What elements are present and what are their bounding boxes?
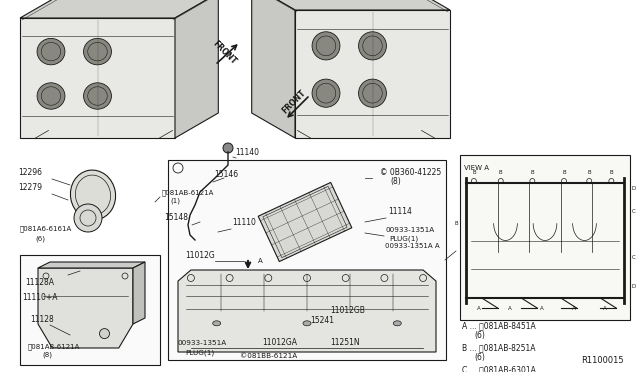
Text: 11128A: 11128A xyxy=(25,278,54,287)
Text: B: B xyxy=(588,170,591,175)
Ellipse shape xyxy=(394,321,401,326)
Ellipse shape xyxy=(37,83,65,109)
Text: D: D xyxy=(632,284,636,289)
Text: (6): (6) xyxy=(474,353,485,362)
Text: 11110+A: 11110+A xyxy=(22,293,58,302)
Text: 15146: 15146 xyxy=(214,170,238,179)
Ellipse shape xyxy=(84,38,111,65)
Text: A ... Ⓑ081AB-8451A: A ... Ⓑ081AB-8451A xyxy=(462,321,536,330)
Text: 12279: 12279 xyxy=(18,183,42,192)
Text: VIEW A: VIEW A xyxy=(464,165,489,171)
Polygon shape xyxy=(178,270,436,352)
Text: B: B xyxy=(454,221,458,226)
Text: 11114: 11114 xyxy=(388,207,412,216)
Text: Ⓑ081AB-6121A: Ⓑ081AB-6121A xyxy=(28,343,81,350)
Text: FRONT: FRONT xyxy=(280,89,308,116)
Polygon shape xyxy=(175,0,218,138)
Text: C: C xyxy=(632,209,636,214)
Ellipse shape xyxy=(358,32,387,60)
Polygon shape xyxy=(38,262,145,268)
Circle shape xyxy=(74,204,102,232)
Polygon shape xyxy=(133,262,145,324)
Text: FRONT: FRONT xyxy=(211,39,237,67)
Text: 00933-1351A A: 00933-1351A A xyxy=(385,243,440,249)
Text: 11140: 11140 xyxy=(235,148,259,157)
Ellipse shape xyxy=(212,321,221,326)
Text: A: A xyxy=(508,306,512,311)
Text: B ... Ⓑ081AB-8251A: B ... Ⓑ081AB-8251A xyxy=(462,343,536,352)
Text: (6): (6) xyxy=(474,331,485,340)
Polygon shape xyxy=(20,18,175,138)
Text: ©081BB-6121A: ©081BB-6121A xyxy=(240,353,297,359)
Text: 12296: 12296 xyxy=(18,168,42,177)
Circle shape xyxy=(99,328,109,339)
Polygon shape xyxy=(38,268,133,348)
Text: 11110: 11110 xyxy=(232,218,256,227)
Ellipse shape xyxy=(70,170,116,220)
Text: C: C xyxy=(632,255,636,260)
Text: 11012GA: 11012GA xyxy=(262,338,297,347)
Polygon shape xyxy=(20,0,218,18)
Text: R1100015: R1100015 xyxy=(581,356,624,365)
Ellipse shape xyxy=(358,79,387,107)
FancyBboxPatch shape xyxy=(460,155,630,320)
Ellipse shape xyxy=(37,38,65,65)
Text: 15241: 15241 xyxy=(310,316,334,325)
Text: 11251N: 11251N xyxy=(330,338,360,347)
Polygon shape xyxy=(252,0,450,10)
Text: 11012GB: 11012GB xyxy=(330,306,365,315)
Text: C ... Ⓑ081AB-6301A: C ... Ⓑ081AB-6301A xyxy=(462,365,536,372)
Text: B: B xyxy=(499,170,502,175)
Polygon shape xyxy=(295,10,450,138)
Ellipse shape xyxy=(312,32,340,60)
Text: A: A xyxy=(540,306,544,311)
Text: © 0B360-41225: © 0B360-41225 xyxy=(380,168,441,177)
Text: A: A xyxy=(477,306,481,311)
Text: (1): (1) xyxy=(170,198,180,205)
Text: (8): (8) xyxy=(390,177,401,186)
Text: 00933-1351A: 00933-1351A xyxy=(178,340,227,346)
Text: B: B xyxy=(531,170,534,175)
Text: PLUG(1): PLUG(1) xyxy=(389,236,418,243)
Text: B: B xyxy=(609,170,613,175)
Text: 11128: 11128 xyxy=(30,315,54,324)
Text: Ⓑ081AB-6121A: Ⓑ081AB-6121A xyxy=(162,189,214,196)
Text: 15148: 15148 xyxy=(164,213,188,222)
Polygon shape xyxy=(258,182,352,262)
FancyBboxPatch shape xyxy=(168,160,446,360)
Text: Ⓑ081A6-6161A: Ⓑ081A6-6161A xyxy=(20,225,72,232)
Ellipse shape xyxy=(84,83,111,109)
FancyBboxPatch shape xyxy=(20,255,160,365)
Text: B: B xyxy=(472,170,476,175)
Text: A: A xyxy=(258,258,263,264)
Text: (6): (6) xyxy=(35,235,45,241)
Text: A: A xyxy=(603,306,607,311)
Polygon shape xyxy=(252,0,295,138)
Text: 00933-1351A: 00933-1351A xyxy=(386,227,435,233)
Text: B: B xyxy=(562,170,566,175)
Circle shape xyxy=(223,143,233,153)
Ellipse shape xyxy=(312,79,340,107)
Text: 11012G: 11012G xyxy=(185,251,215,260)
Text: (8): (8) xyxy=(42,352,52,359)
Text: A: A xyxy=(572,306,575,311)
Text: D: D xyxy=(632,186,636,191)
Text: PLUG(1): PLUG(1) xyxy=(185,349,214,356)
Ellipse shape xyxy=(303,321,311,326)
